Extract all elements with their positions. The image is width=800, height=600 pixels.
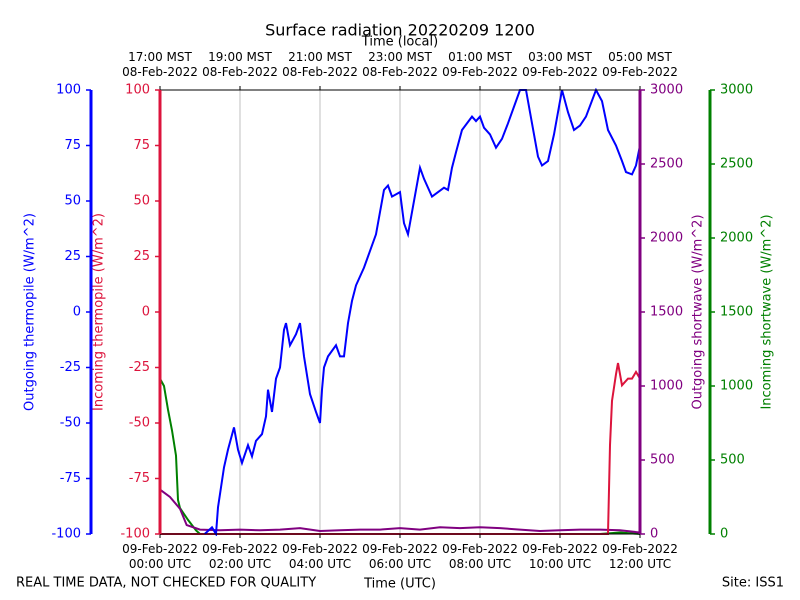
y-axis-tick-label: -25: [60, 360, 81, 375]
footer-note: REAL TIME DATA, NOT CHECKED FOR QUALITY: [16, 576, 316, 591]
x-tick-label: 21:00 MST 08-Feb-2022: [282, 50, 358, 79]
y-axis-tick-label: -50: [60, 416, 81, 431]
y-axis-tick-label: 50: [64, 194, 81, 209]
x-tick-label: 03:00 MST 09-Feb-2022: [522, 50, 598, 79]
y-axis-tick-label: -75: [129, 471, 150, 486]
x-tick-label: 09-Feb-2022 02:00 UTC: [202, 542, 278, 571]
x-tick-label: 09-Feb-2022 04:00 UTC: [282, 542, 358, 571]
x-tick-label: 05:00 MST 09-Feb-2022: [602, 50, 678, 79]
series-line: [160, 488, 640, 534]
x-tick-label: 09-Feb-2022 08:00 UTC: [442, 542, 518, 571]
y-axis-tick-label: -50: [129, 416, 150, 431]
y-axis-tick-label: 25: [64, 249, 81, 264]
x-tick-label: 23:00 MST 08-Feb-2022: [362, 50, 438, 79]
y-axis-label: Incoming thermopile (W/m^2): [92, 213, 107, 411]
series-line: [204, 88, 640, 536]
y-axis-tick-label: 75: [64, 138, 81, 153]
y3-axis-tick-label: 500: [720, 453, 745, 468]
y-axis-tick-label: -75: [60, 471, 81, 486]
y-axis-tick-label: 75: [133, 138, 150, 153]
y2-axis-tick-label: 1000: [650, 379, 683, 394]
y2-axis-tick-label: 2500: [650, 157, 683, 172]
x-tick-label: 09-Feb-2022 12:00 UTC: [602, 542, 678, 571]
x-tick-label: 17:00 MST 08-Feb-2022: [122, 50, 198, 79]
y2-axis-label: Outgoing shortwave (W/m^2): [691, 214, 706, 409]
y3-axis-tick-label: 0: [720, 527, 728, 542]
site-label: Site: ISS1: [722, 576, 784, 591]
y-axis-tick-label: 50: [133, 194, 150, 209]
x-tick-label: 19:00 MST 08-Feb-2022: [202, 50, 278, 79]
y3-axis-label: Incoming shortwave (W/m^2): [760, 214, 775, 409]
y2-axis-tick-label: 500: [650, 453, 675, 468]
x-axis-label: Time (UTC): [363, 577, 436, 592]
y-axis-tick-label: 100: [125, 83, 150, 98]
y-axis-tick-label: -100: [51, 527, 81, 542]
chart-title: Surface radiation 20220209 1200: [265, 21, 535, 40]
y3-axis-tick-label: 1000: [720, 379, 753, 394]
x-tick-label: 01:00 MST 09-Feb-2022: [442, 50, 518, 79]
y3-axis-tick-label: 2500: [720, 157, 753, 172]
y-axis-tick-label: -25: [129, 360, 150, 375]
x-tick-label: 09-Feb-2022 00:00 UTC: [122, 542, 198, 571]
x-tick-label: 09-Feb-2022 06:00 UTC: [362, 542, 438, 571]
y3-axis-tick-label: 1500: [720, 305, 753, 320]
y-axis-tick-label: 100: [56, 83, 81, 98]
y2-axis-tick-label: 1500: [650, 305, 683, 320]
y2-axis-tick-label: 0: [650, 527, 658, 542]
y2-axis-tick-label: 2000: [650, 231, 683, 246]
y2-axis-tick-label: 3000: [650, 83, 683, 98]
y-axis-tick-label: 25: [133, 249, 150, 264]
series-line: [160, 362, 640, 535]
y3-axis-tick-label: 3000: [720, 83, 753, 98]
y-axis-label: Outgoing thermopile (W/m^2): [23, 213, 38, 411]
y-axis-tick-label: -100: [120, 527, 150, 542]
y3-axis-tick-label: 2000: [720, 231, 753, 246]
x-tick-label: 09-Feb-2022 10:00 UTC: [522, 542, 598, 571]
x2-axis-label: Time (local): [361, 35, 438, 50]
y-axis-tick-label: 0: [142, 305, 150, 320]
y-axis-tick-label: 0: [73, 305, 81, 320]
